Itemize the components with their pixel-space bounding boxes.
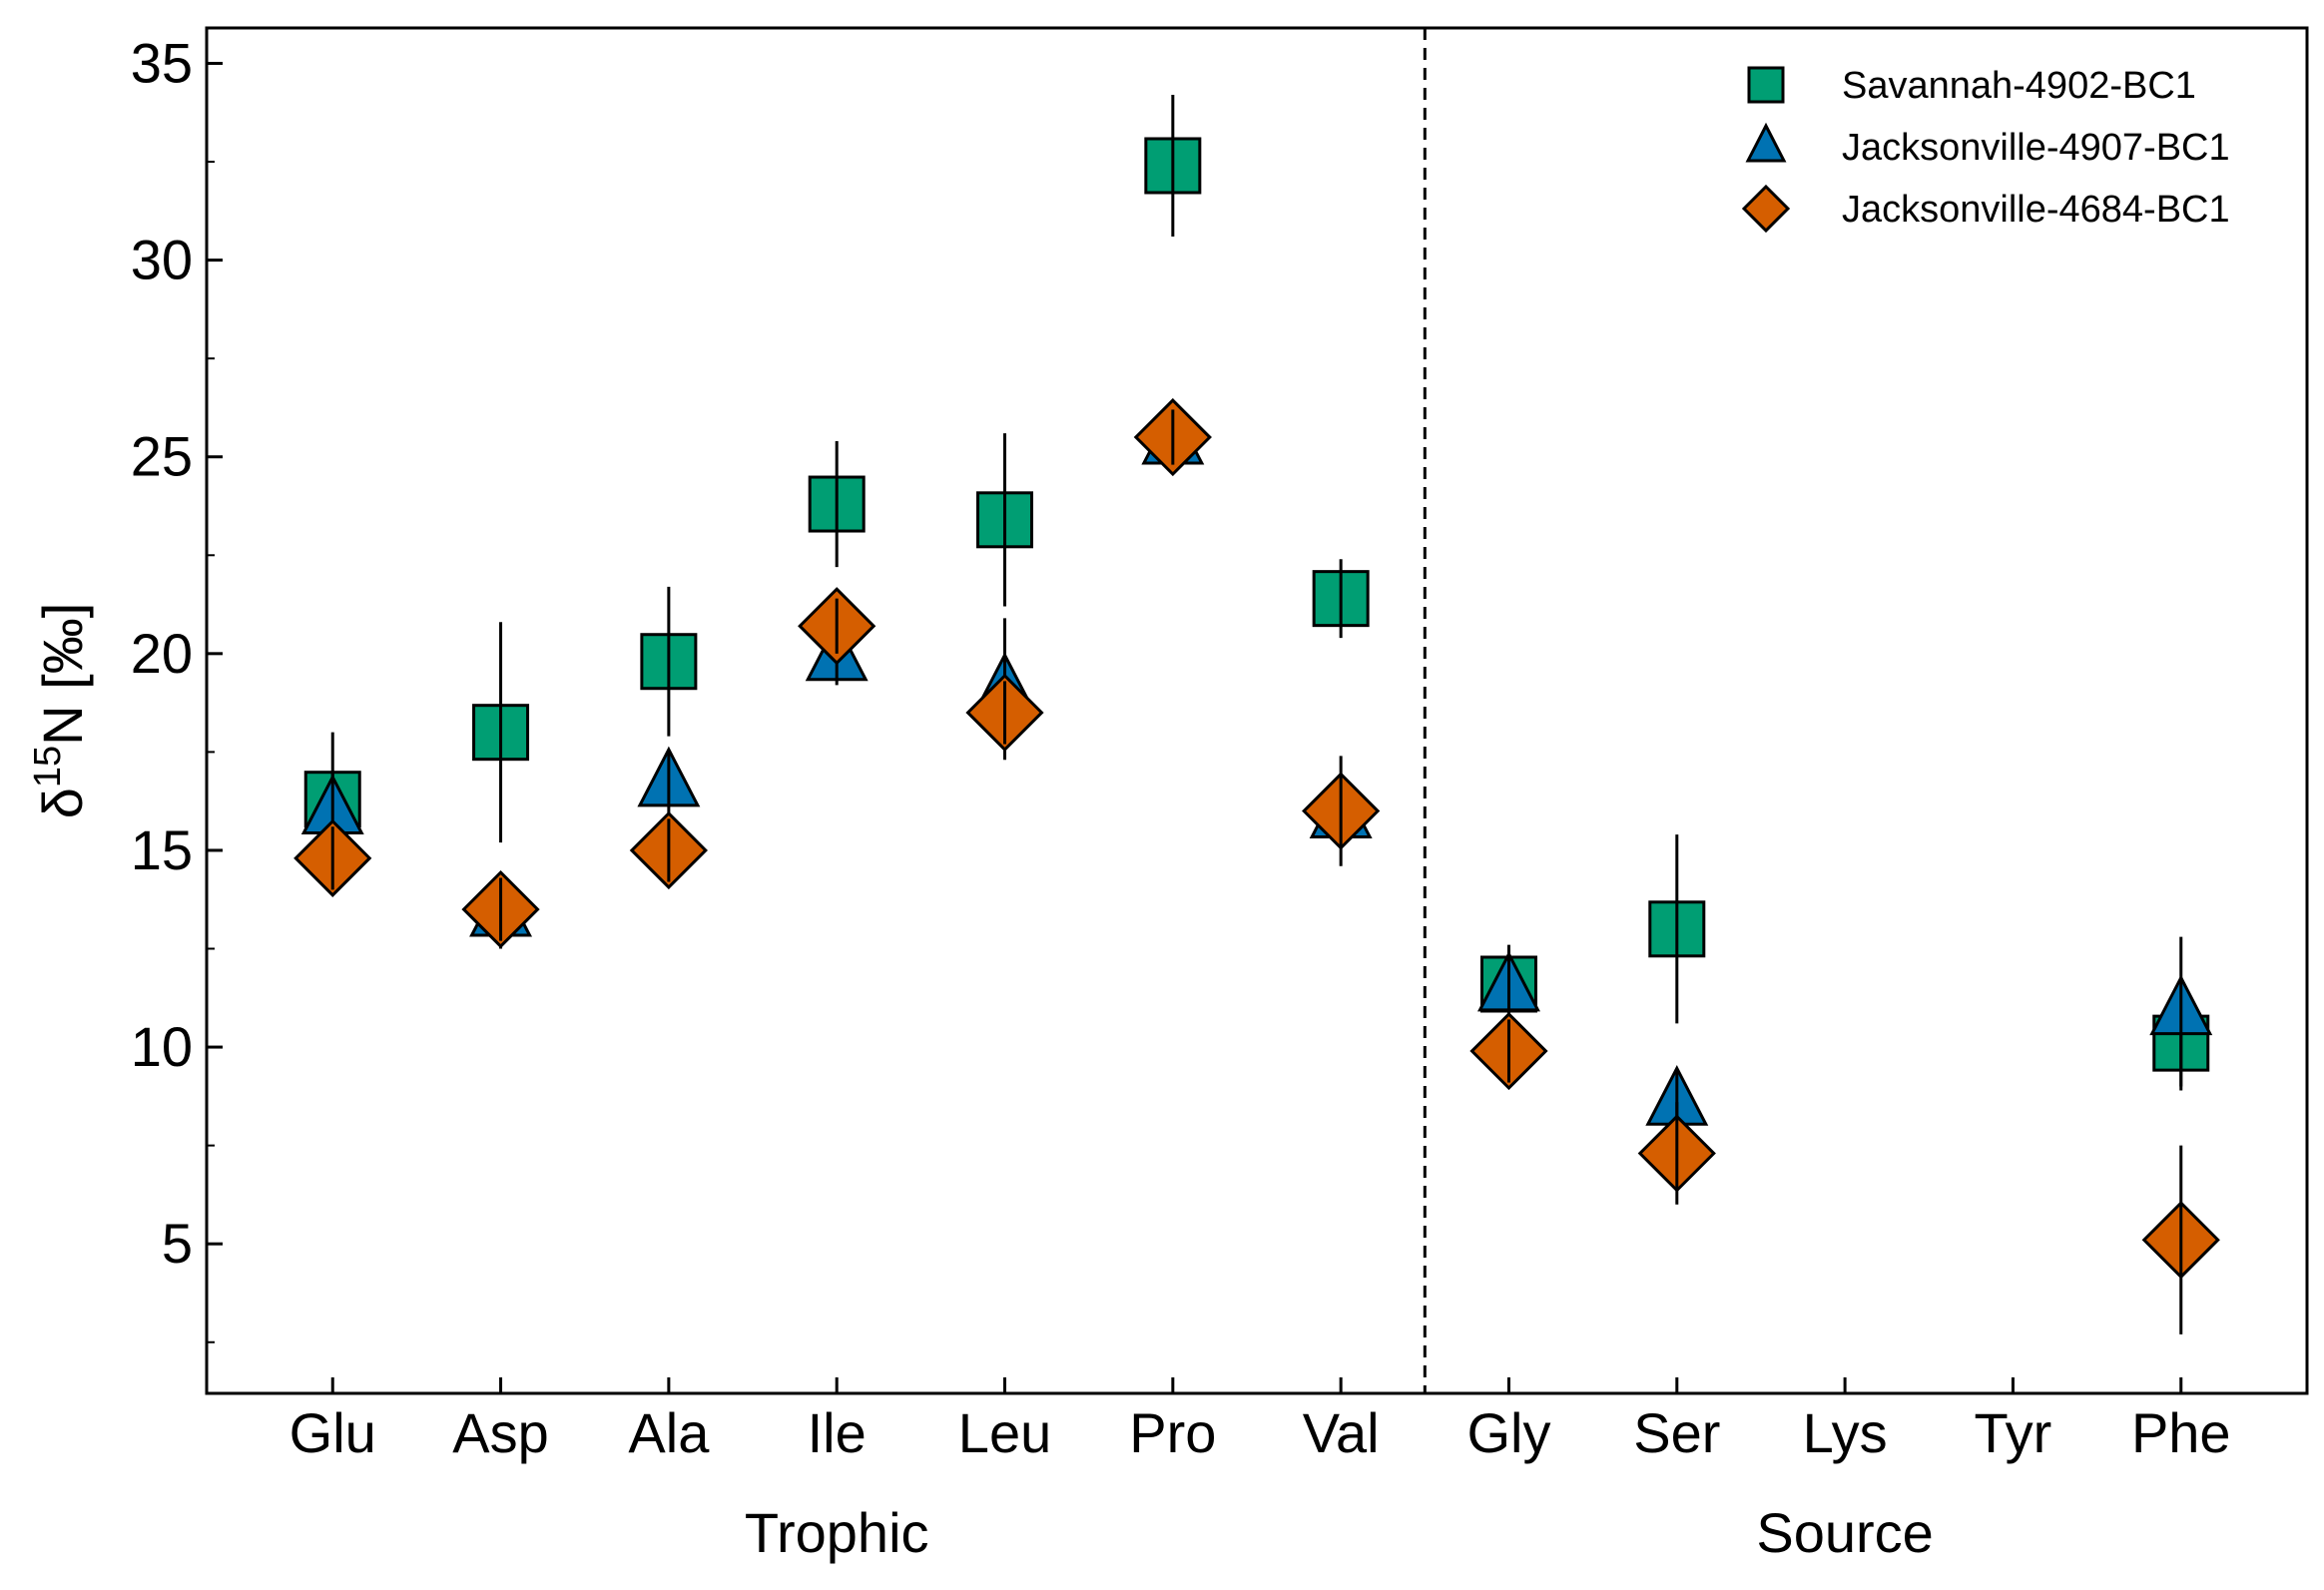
legend-marker-triangle bbox=[1745, 122, 1787, 163]
y-tick-label: 20 bbox=[131, 622, 193, 685]
legend: Savannah-4902-BC1 Jacksonville-4907-BC1 Ja… bbox=[1741, 65, 2230, 234]
x-tick-label-glu: Glu bbox=[290, 1401, 376, 1464]
x-tick-label-asp: Asp bbox=[452, 1401, 549, 1464]
series-2-group bbox=[293, 397, 2220, 1334]
x-tick-label-gly: Gly bbox=[1466, 1401, 1550, 1464]
plot-frame bbox=[205, 26, 2309, 1395]
x-tick-label-ser: Ser bbox=[1633, 1401, 1720, 1464]
legend-label: Jacksonville-4684-BC1 bbox=[1842, 189, 2230, 231]
y-tick-label: 10 bbox=[131, 1015, 193, 1078]
marker-layer bbox=[293, 95, 2220, 1334]
y-tick-label: 25 bbox=[131, 425, 193, 488]
legend-marker-diamond bbox=[1741, 184, 1791, 234]
x-tick-label-lys: Lys bbox=[1803, 1401, 1888, 1464]
x-tick-label-tyr: Tyr bbox=[1975, 1401, 2052, 1464]
axis-layer: 5 10 15 20 25 30 35 Glu Asp Ala Ile Leu Pro Val Gly Se… bbox=[27, 26, 2309, 1464]
y-tick-label: 5 bbox=[162, 1212, 193, 1275]
x-tick-label-ile: Ile bbox=[808, 1401, 867, 1464]
y-tick-label: 35 bbox=[131, 31, 193, 94]
legend-entry: Jacksonville-4907-BC1 bbox=[1745, 122, 2230, 169]
group-label-trophic: Trophic bbox=[745, 1501, 929, 1564]
y-tick-label: 30 bbox=[131, 229, 193, 291]
legend-entry: Savannah-4902-BC1 bbox=[1747, 65, 2196, 107]
group-label-source: Source bbox=[1756, 1501, 1933, 1564]
x-tick-label-val: Val bbox=[1303, 1401, 1380, 1464]
x-tick-label-phe: Phe bbox=[2131, 1401, 2231, 1464]
legend-label: Jacksonville-4907-BC1 bbox=[1842, 127, 2230, 169]
legend-label: Savannah-4902-BC1 bbox=[1842, 65, 2196, 107]
x-tick-label-pro: Pro bbox=[1129, 1401, 1216, 1464]
category-group-labels: Trophic Source bbox=[745, 1501, 1934, 1564]
legend-marker-square bbox=[1747, 66, 1785, 104]
y-axis-label: δ15N [‰] bbox=[27, 603, 94, 819]
y-axis-ticks: 5 10 15 20 25 30 35 bbox=[131, 31, 223, 1343]
x-tick-label-ala: Ala bbox=[628, 1401, 710, 1464]
x-axis-ticks: Glu Asp Ala Ile Leu Pro Val Gly Ser Lys Tyr Phe bbox=[290, 1377, 2231, 1464]
y-tick-label: 15 bbox=[131, 818, 193, 881]
x-tick-label-leu: Leu bbox=[958, 1401, 1051, 1464]
legend-entry: Jacksonville-4684-BC1 bbox=[1741, 184, 2230, 234]
